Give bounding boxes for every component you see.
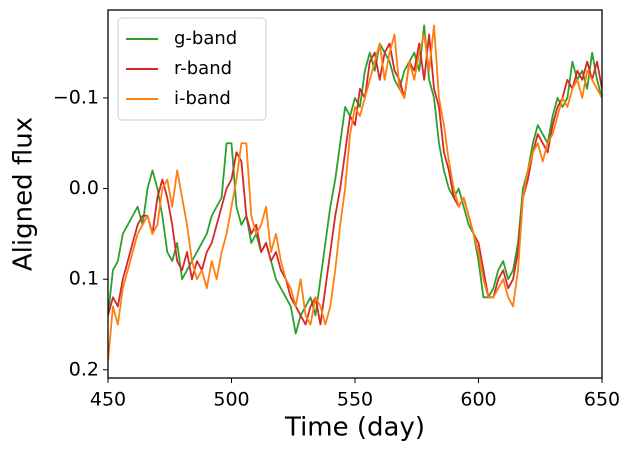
legend-label: r-band	[174, 58, 232, 79]
y-tick-label: −0.1	[53, 86, 99, 108]
x-tick-label: 600	[460, 389, 496, 411]
y-axis-label: Aligned flux	[9, 117, 39, 271]
y-tick-label: 0.0	[69, 177, 99, 199]
x-tick-label: 450	[90, 389, 126, 411]
x-tick-label: 550	[337, 389, 373, 411]
legend-box	[117, 17, 267, 121]
x-tick-label: 650	[584, 389, 620, 411]
plot-area	[108, 24, 602, 361]
legend-label: g-band	[174, 28, 237, 49]
y-tick-label: 0.1	[69, 268, 99, 290]
x-tick-label: 500	[213, 389, 249, 411]
legend-label: i-band	[174, 88, 231, 109]
y-tick-label: 0.2	[69, 358, 99, 380]
plot-frame	[107, 9, 603, 379]
series-line	[108, 24, 602, 361]
x-axis-label: Time (day)	[284, 413, 425, 443]
